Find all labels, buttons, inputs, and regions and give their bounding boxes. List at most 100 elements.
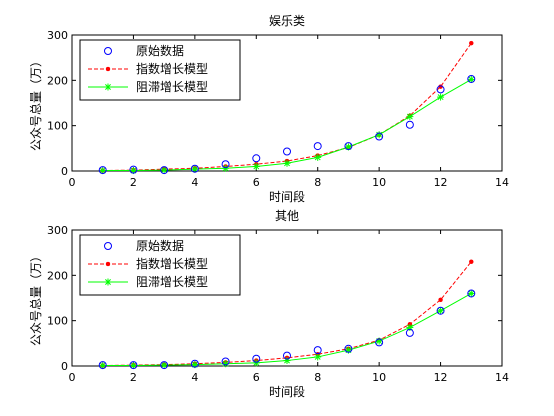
x-tick-label: 6 <box>253 176 260 189</box>
legend-entry: 指数增长模型 <box>88 256 208 271</box>
legend-label: 原始数据 <box>136 238 184 253</box>
data-point <box>190 164 199 173</box>
plot-area <box>71 229 503 367</box>
data-point <box>313 346 322 355</box>
star-stroke <box>99 362 106 369</box>
star-stroke <box>130 362 137 369</box>
y-axis-label: 公众号总量（万） <box>29 250 43 346</box>
chart-title: 娱乐类 <box>269 14 305 28</box>
data-point <box>104 83 112 91</box>
data-point <box>252 354 261 363</box>
data-point <box>129 165 138 174</box>
data-point <box>375 338 384 347</box>
x-tick-label: 0 <box>69 371 76 384</box>
star-stroke <box>468 76 475 83</box>
data-point <box>314 353 322 361</box>
data-point <box>222 164 230 172</box>
x-tick-label: 14 <box>495 176 509 189</box>
data-point <box>99 362 107 370</box>
star-stroke <box>222 360 229 367</box>
data-point <box>221 357 230 366</box>
legend-label: 指数增长模型 <box>136 256 208 271</box>
star-stroke <box>161 167 168 174</box>
chart-title: 其他 <box>275 209 299 223</box>
x-tick-label: 4 <box>191 176 198 189</box>
y-tick-label: 200 <box>47 74 68 87</box>
star-stroke <box>314 154 321 161</box>
data-point <box>467 289 476 298</box>
data-point <box>469 259 474 264</box>
star-stroke <box>253 359 260 366</box>
data-point <box>129 362 137 370</box>
data-point <box>283 147 291 156</box>
y-tick-label: 0 <box>61 360 68 373</box>
data-point <box>160 166 168 174</box>
star-stroke <box>314 353 321 360</box>
x-tick-label: 0 <box>69 176 76 189</box>
star-stroke <box>406 324 413 331</box>
star-stroke <box>468 290 475 297</box>
data-point <box>129 361 138 370</box>
data-point <box>467 75 475 83</box>
data-point <box>221 160 230 169</box>
data-point <box>467 289 475 297</box>
star-stroke <box>222 165 229 172</box>
data-point <box>437 93 445 101</box>
y-tick-label: 300 <box>47 29 68 42</box>
data-point <box>283 159 291 167</box>
x-tick-label: 12 <box>434 176 448 189</box>
legend-box <box>79 234 241 296</box>
data-point <box>160 361 168 369</box>
data-point <box>436 306 445 315</box>
data-point <box>98 166 107 175</box>
data-point <box>99 167 107 175</box>
x-tick-label: 2 <box>130 371 137 384</box>
y-tick-label: 100 <box>47 120 68 133</box>
legend-label: 阻滞增长模型 <box>136 80 208 94</box>
x-axis-label: 时间段 <box>269 384 305 399</box>
x-tick-label: 2 <box>130 176 137 189</box>
data-point <box>406 113 414 121</box>
y-axis-label: 公众号总量（万） <box>29 55 43 151</box>
x-tick-label: 6 <box>253 371 260 384</box>
data-point <box>344 142 353 151</box>
data-point <box>437 307 445 315</box>
data-point <box>104 242 112 250</box>
data-point <box>104 47 112 55</box>
data-point <box>467 74 476 83</box>
data-point <box>405 328 414 337</box>
data-point <box>375 132 384 141</box>
data-point <box>160 166 169 175</box>
series-3 <box>99 289 475 370</box>
x-tick-label: 12 <box>434 371 448 384</box>
x-tick-label: 10 <box>372 176 386 189</box>
legend-entry: 原始数据 <box>104 238 184 253</box>
legend-entry: 阻滞增长模型 <box>88 275 208 289</box>
data-point <box>190 359 199 368</box>
star-stroke <box>99 167 106 174</box>
x-tick-label: 8 <box>314 371 321 384</box>
x-tick-label: 4 <box>191 371 198 384</box>
data-point <box>283 351 291 360</box>
x-axis-label: 时间段 <box>269 189 305 204</box>
data-point <box>252 162 260 170</box>
legend-label: 原始数据 <box>136 43 184 58</box>
data-point <box>314 153 322 161</box>
data-point <box>344 344 353 353</box>
x-tick-label: 14 <box>495 371 509 384</box>
star-stroke <box>437 94 444 101</box>
legend-label: 指数增长模型 <box>136 61 208 76</box>
data-point <box>105 66 111 72</box>
data-point <box>252 154 261 163</box>
data-point <box>313 142 322 151</box>
x-tick-label: 8 <box>314 176 321 189</box>
star-stroke <box>253 163 260 170</box>
data-point <box>104 278 112 286</box>
y-tick-label: 100 <box>47 315 68 328</box>
star-stroke <box>191 166 198 173</box>
